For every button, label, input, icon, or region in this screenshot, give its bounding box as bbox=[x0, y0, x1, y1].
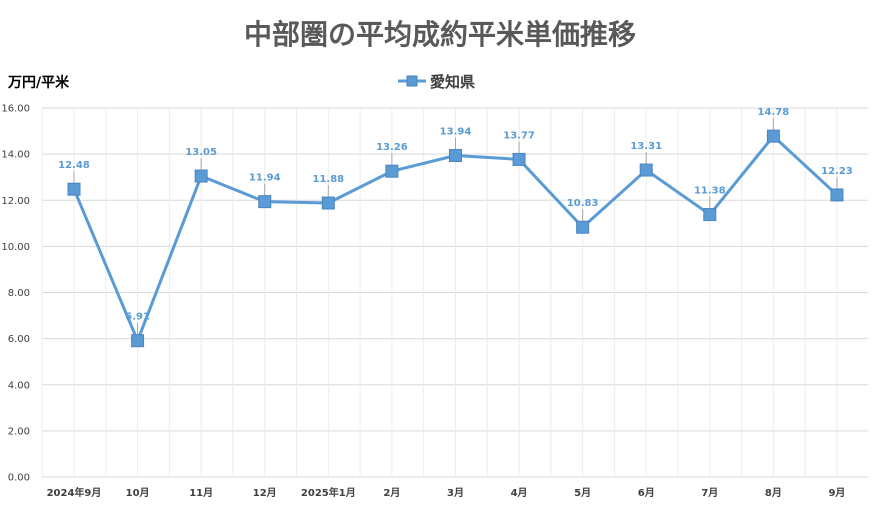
data-label: 13.77 bbox=[503, 130, 535, 141]
data-point-marker bbox=[131, 334, 145, 348]
y-tick-label: 16.00 bbox=[1, 104, 30, 115]
y-tick-label: 8.00 bbox=[8, 288, 30, 299]
x-tick-label: 3月 bbox=[447, 487, 464, 499]
x-tick-label: 5月 bbox=[574, 487, 591, 499]
data-point-marker bbox=[321, 196, 335, 210]
y-tick-label: 4.00 bbox=[8, 380, 30, 391]
data-point-marker bbox=[194, 169, 208, 183]
data-point-marker bbox=[448, 149, 462, 163]
y-tick-label: 10.00 bbox=[1, 242, 30, 253]
y-axis: 0.00 2.00 4.00 6.00 8.00 10.00 12.00 14.00 16.00 bbox=[1, 104, 30, 484]
data-point-marker bbox=[258, 195, 272, 209]
legend-marker-swatch bbox=[406, 75, 418, 87]
data-label: 14.78 bbox=[758, 107, 790, 118]
data-point-marker bbox=[385, 164, 399, 178]
y-tick-label: 0.00 bbox=[8, 473, 30, 484]
data-label-leader-lines bbox=[73, 118, 838, 335]
data-label: 11.94 bbox=[249, 173, 281, 184]
data-point-marker bbox=[639, 163, 653, 177]
y-axis-label: 万円/平米 bbox=[7, 74, 70, 91]
y-tick-label: 2.00 bbox=[8, 426, 30, 437]
data-label: 13.05 bbox=[185, 147, 217, 158]
x-tick-label: 7月 bbox=[701, 487, 718, 499]
data-label: 11.88 bbox=[312, 174, 344, 185]
data-labels: 12.48 5.91 13.05 11.94 11.88 13.26 13.94 13.77 1… bbox=[58, 107, 853, 323]
x-tick-label: 9月 bbox=[828, 487, 845, 499]
legend-label: 愛知県 bbox=[430, 73, 475, 91]
data-point-marker bbox=[512, 152, 526, 166]
data-label: 13.26 bbox=[376, 142, 408, 153]
data-point-marker bbox=[766, 129, 780, 143]
data-label: 13.31 bbox=[630, 141, 662, 152]
x-tick-label: 6月 bbox=[638, 487, 655, 499]
x-tick-label: 2024年9月 bbox=[47, 486, 102, 499]
x-tick-label: 2月 bbox=[383, 487, 400, 499]
x-axis: 2024年9月 10月 11月 12月 2025年1月 2月 3月 4月 5月 6月 7月 8月 9月 bbox=[47, 486, 846, 499]
x-tick-label: 12月 bbox=[253, 487, 277, 499]
data-label: 5.91 bbox=[125, 312, 150, 323]
y-tick-label: 14.00 bbox=[1, 150, 30, 161]
series-layer bbox=[67, 129, 844, 348]
data-label: 13.94 bbox=[440, 127, 472, 138]
gridlines bbox=[41, 107, 868, 478]
chart-title: 中部圏の平均成約平米単価推移 bbox=[244, 18, 636, 51]
data-label: 11.38 bbox=[694, 186, 726, 197]
y-tick-label: 12.00 bbox=[1, 196, 30, 207]
x-tick-label: 8月 bbox=[765, 487, 782, 499]
legend: 愛知県 bbox=[398, 73, 475, 91]
x-tick-label: 2025年1月 bbox=[301, 486, 356, 499]
data-point-marker bbox=[67, 182, 81, 196]
data-label: 10.83 bbox=[567, 198, 599, 209]
x-tick-label: 11月 bbox=[189, 487, 213, 499]
data-label: 12.48 bbox=[58, 160, 90, 171]
data-point-marker bbox=[830, 188, 844, 202]
x-tick-label: 4月 bbox=[511, 487, 528, 499]
y-tick-label: 6.00 bbox=[8, 334, 30, 345]
x-tick-label: 10月 bbox=[126, 487, 150, 499]
data-label: 12.23 bbox=[821, 166, 853, 177]
data-point-marker bbox=[576, 220, 590, 234]
data-point-marker bbox=[703, 208, 717, 222]
